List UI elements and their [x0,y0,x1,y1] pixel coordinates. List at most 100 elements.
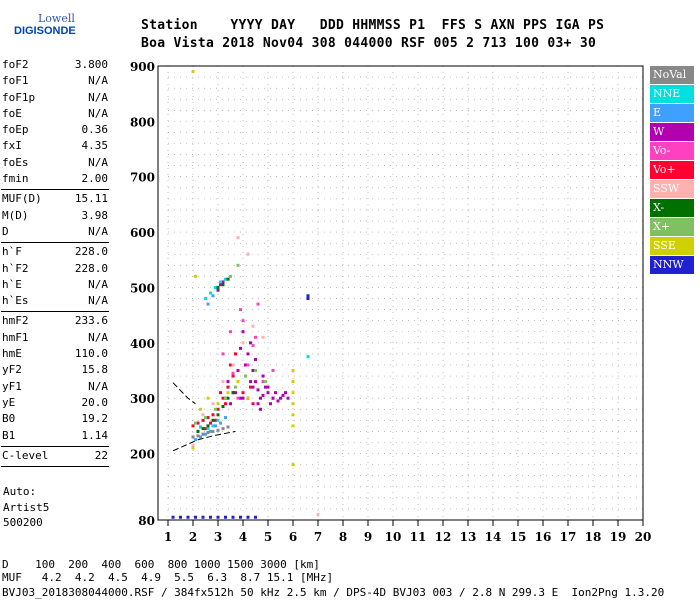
header-values: Boa Vista 2018 Nov04 308 044000 RSF 005 … [141,36,597,51]
param-value: 1.14 [81,428,109,442]
digisonde-logo: Lowell DIGISONDE [4,6,76,42]
data-point-w [286,396,290,400]
data-point-nnw [179,515,182,519]
trace-line [172,430,236,452]
data-point-ssw [191,443,195,447]
data-point-vo [219,391,222,395]
data-point-nne [214,285,217,289]
param-row: yF1 N/A [1,379,109,395]
data-point-ssw [201,413,205,417]
x-tick-label: 4 [239,530,247,544]
data-point-w [241,330,245,334]
param-key: foEp [2,123,29,137]
data-point-sse [226,391,230,395]
data-point-e [206,302,210,306]
data-point-nne [219,280,222,284]
data-point-vo [239,308,242,312]
data-point-x [226,277,230,281]
x-tick-label: 9 [364,530,372,544]
data-point-nne [216,418,220,422]
param-value: 22 [94,448,108,462]
data-point-vo [231,371,235,375]
x-tick-label: 14 [485,530,502,544]
data-point-sse [194,274,197,278]
param-row: foE N/A [1,106,109,122]
param-key: D [2,224,9,238]
data-point-noval [221,427,225,431]
muf-row: MUF 4.2 4.2 4.5 4.9 5.5 6.3 8.7 15.1 [MH… [2,571,334,584]
data-point-vo [196,421,200,425]
data-point-sse [291,463,295,467]
data-point-w [261,374,265,378]
param-key: foF2 [2,58,29,71]
x-tick-label: 16 [535,530,552,544]
data-point-w [266,391,270,395]
data-point-ssw [241,341,245,345]
param-value: N/A [88,90,108,104]
data-point-w [271,396,275,400]
data-point-ssw [221,380,225,384]
legend-item-vo: Vo- [650,142,694,160]
y-tick-label: 300 [130,392,155,406]
data-point-sse [291,391,295,395]
data-point-vo [224,402,227,406]
data-point-nne [211,424,215,428]
param-key: yF2 [2,363,22,377]
param-row: hmF2 233.6 [1,313,109,329]
data-point-nne [209,291,212,295]
param-key: B1 [2,428,16,442]
distance-row: D 100 200 400 600 800 1000 1500 3000 [km… [2,558,320,571]
plot-frame [157,65,644,521]
legend-item-ssw: SSW [650,180,694,198]
data-point-ssw [211,402,215,406]
data-point-vo [191,424,195,428]
param-row: h`F2 228.0 [1,261,109,277]
data-point-vo [234,352,237,356]
data-point-w [249,380,252,384]
data-point-w [249,341,252,345]
data-point-noval [216,428,220,432]
data-point-vo [261,380,265,384]
legend-item-noval: NoVal [650,66,694,84]
param-key: h`E [2,277,22,291]
data-point-w [246,352,250,356]
data-point-e [209,429,212,433]
data-point-nne [204,297,207,301]
data-point-x [244,374,247,378]
data-point-nnw [201,515,205,519]
param-key: C-level [2,448,49,462]
param-value: 228.0 [74,261,108,275]
data-point-sse [199,407,202,411]
data-point-x [254,369,257,373]
data-point-nnw [224,515,227,519]
param-separator [1,445,109,447]
y-tick-label: 900 [130,60,155,74]
x-tick-label: 20 [635,530,652,544]
data-point-vo [214,418,217,422]
data-point-e [224,416,227,420]
data-point-sse [291,369,295,373]
param-key: B0 [2,412,16,426]
param-key: foEs [2,155,29,169]
param-row: yF2 15.8 [1,362,109,378]
data-point-vo [256,302,260,306]
data-point-nne [206,427,210,431]
param-row: B0 19.2 [1,411,109,427]
data-point-noval [196,434,200,438]
data-point-e [219,421,222,425]
legend: NoVal NNE E W Vo- Vo+ SSW X- X+ SSE NNW [650,66,694,275]
x-tick-label: 5 [264,530,272,544]
param-separator [1,466,109,468]
data-point-vo [204,427,207,431]
y-tick-label: 600 [130,226,155,240]
data-point-x [226,396,230,400]
data-point-nnw [209,515,212,519]
data-point-vo [216,407,220,411]
data-point-sse [291,413,295,417]
data-point-vo [226,385,230,389]
data-point-vo [254,335,257,339]
auto-label: Auto: [3,485,37,498]
data-point-sse [191,446,195,450]
param-value: 110.0 [74,347,108,361]
